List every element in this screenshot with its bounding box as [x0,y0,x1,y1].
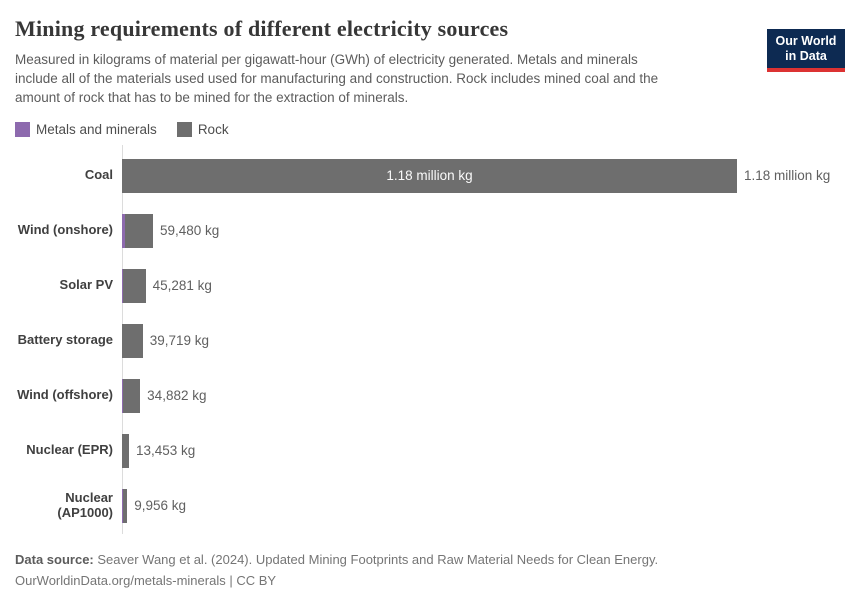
chart-row: Wind (onshore) 59,480 kg [15,203,835,258]
bar-chart: Coal 1.18 million kg 1.18 million kg Wind (… [15,145,835,535]
legend-item-rock[interactable]: Rock [176,122,229,138]
legend-item-metals-and-minerals[interactable]: Metals and minerals [15,122,157,138]
legend-label: Rock [197,122,229,138]
bar[interactable] [122,323,143,358]
category-label: Coal [84,167,113,183]
legend-label: Metals and minerals [36,122,157,138]
chart-row: Nuclear (AP1000) 9,956 kg [15,478,835,533]
bar-segment-metals-and-minerals[interactable] [122,378,124,413]
data-source-label: Data source: [15,552,94,568]
chart-page: Our World in Data Mining requirements of… [0,16,850,600]
bar-segment-rock[interactable] [124,213,153,248]
bar-segment-rock[interactable] [123,488,128,523]
subtitle-line-1: Measured in kilograms of material per gi… [15,52,638,68]
bar[interactable] [122,488,128,523]
bar-segment-rock[interactable] [122,268,146,303]
bar[interactable] [122,268,146,303]
chart-row: Solar PV 45,281 kg [15,258,835,313]
chart-rows: Coal 1.18 million kg 1.18 million kg Wind (… [15,148,835,533]
chart-row: Nuclear (EPR) 13,453 kg [15,423,835,478]
legend-swatch-metals-icon [15,122,30,138]
legend-swatch-rock-icon [176,122,192,138]
category-label: Solar PV [59,277,113,293]
bar[interactable] [122,378,141,413]
category-label: Nuclear (AP1000) [57,489,113,520]
subtitle-line-3: amount of rock that has to be mined for … [15,89,409,105]
category-label: Nuclear (EPR) [26,442,113,458]
bar[interactable]: 1.18 million kg [122,158,737,193]
subtitle-line-2: include all of the materials used used f… [15,71,659,87]
chart-footer: Data source: Seaver Wang et al. (2024). … [15,550,835,592]
data-source-line: Data source: Seaver Wang et al. (2024). … [15,550,835,571]
chart-row: Coal 1.18 million kg 1.18 million kg [15,148,835,203]
bar-value-label: 34,882 kg [147,388,207,404]
chart-row: Wind (offshore) 34,882 kg [15,368,835,423]
bar-value-label: 9,956 kg [134,498,186,514]
bar-segment-metals-and-minerals[interactable] [122,268,123,303]
bar-segment-metals-and-minerals[interactable] [122,213,125,248]
bar-segment-rock[interactable] [122,323,143,358]
bar-segment-rock[interactable] [122,433,129,468]
category-label: Wind (onshore) [17,222,113,238]
bar-segment-metals-and-minerals[interactable] [122,488,124,523]
bar-value-label: 39,719 kg [149,333,209,349]
category-label: Battery storage [17,332,113,348]
bar-segment-rock[interactable] [122,158,737,193]
bar-segment-rock[interactable] [123,378,141,413]
category-label: Wind (offshore) [17,387,113,403]
chart-title: Mining requirements of different electri… [15,16,509,41]
owid-logo-line2: in Data [785,48,827,63]
bar-value-label: 1.18 million kg [744,168,831,184]
bar-value-label: 59,480 kg [160,223,220,239]
chart-subtitle: Measured in kilograms of material per gi… [15,51,739,107]
bar-value-label: 45,281 kg [152,278,212,294]
owid-logo[interactable]: Our World in Data [767,29,845,72]
chart-row: Battery storage 39,719 kg [15,313,835,368]
legend: Metals and minerals Rock [15,122,835,138]
bar[interactable] [122,433,129,468]
license-line[interactable]: OurWorldinData.org/metals-minerals | CC … [15,573,277,589]
bar-value-label: 13,453 kg [136,443,196,459]
owid-logo-line1: Our World [775,34,837,48]
bar[interactable] [122,213,153,248]
data-source-text: Seaver Wang et al. (2024). Updated Minin… [93,552,659,568]
